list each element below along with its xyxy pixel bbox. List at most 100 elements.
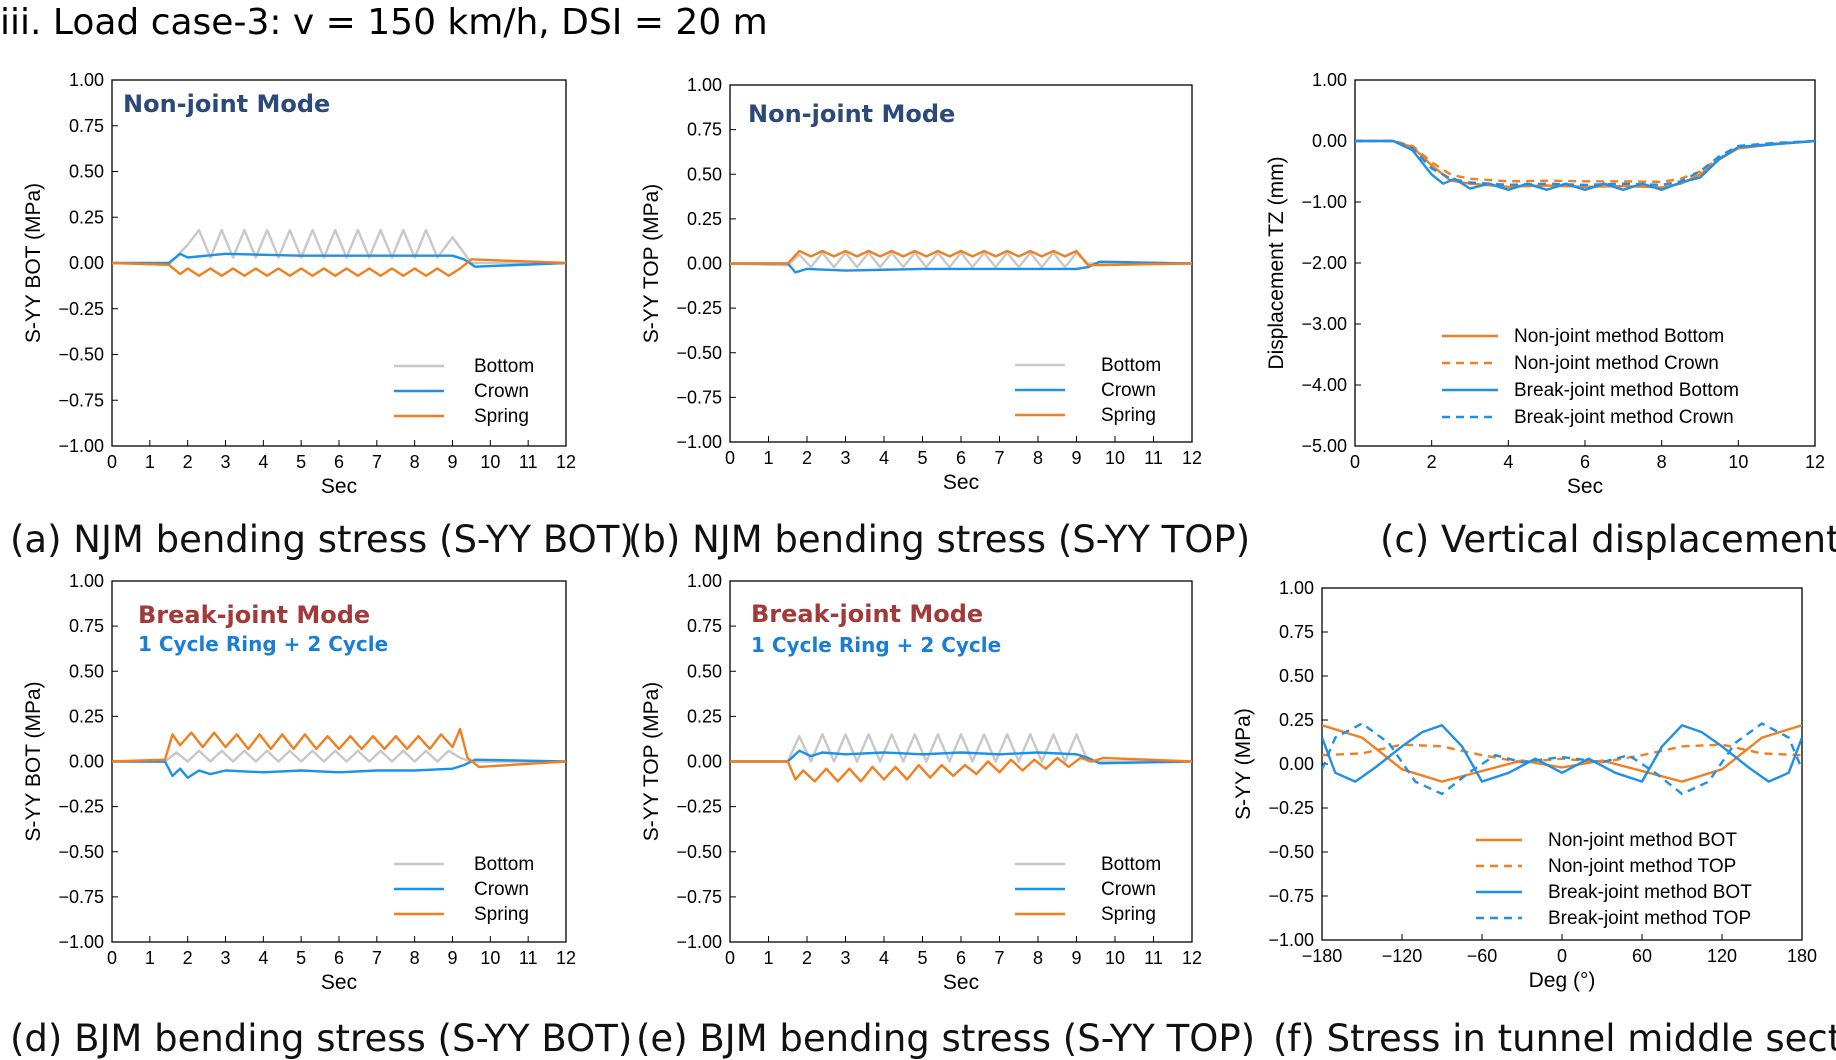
y-tick-label: −0.75 [676,387,722,407]
y-tick-label: −0.75 [58,887,104,907]
x-tick-label: 120 [1707,946,1737,966]
series-line-bottom [730,251,1192,269]
y-tick-label: −0.25 [676,298,722,318]
y-tick-label: −0.50 [58,842,104,862]
y-tick-label: 0.00 [69,752,104,772]
series-line-non-joint-method-bot [1322,724,1802,783]
x-tick-label: 12 [1182,948,1202,968]
y-tick-label: −0.75 [58,390,104,410]
x-tick-label: 2 [183,452,193,472]
y-tick-label: −0.25 [58,299,104,319]
x-tick-label: 12 [556,452,576,472]
x-tick-label: 5 [296,948,306,968]
y-tick-label: 1.00 [687,571,722,591]
y-tick-label: −5.00 [1301,436,1347,456]
x-tick-label: 0 [725,448,735,468]
chart-f: 1.00 0.75 0.50 0.25 0.00 −0.25 −0.50 −0.75 −1.00… [1232,578,1817,992]
legend-label: Bottom [474,356,534,377]
x-tick-label: 3 [220,452,230,472]
chart-e: 1.00 0.75 0.50 0.25 0.00 −0.25 −0.50 −0.75 −1.00… [640,571,1202,994]
legend-label: Crown [1101,380,1156,401]
legend-label: Spring [474,904,529,925]
y-tick-label: −1.00 [1268,930,1314,950]
x-axis-label: Sec [321,475,357,498]
y-tick-label: 0.75 [69,116,104,136]
caption-f: (f) Stress in tunnel middle section [1273,1017,1836,1060]
y-tick-label: 0.25 [687,209,722,229]
y-tick-label: 0.25 [69,706,104,726]
series-line-break-joint-method-bottom [1355,139,1815,192]
chart-d: 1.00 0.75 0.50 0.25 0.00 −0.25 −0.50 −0.75 −1.00… [22,571,576,994]
x-tick-label: 0 [107,452,117,472]
legend-label: Break-joint method Crown [1514,407,1734,428]
legend-label: Spring [1101,405,1156,426]
y-tick-label: −0.75 [676,887,722,907]
legend-label: Non-joint method TOP [1548,856,1736,877]
y-tick-label: 0.25 [1279,710,1314,730]
caption-c: (c) Vertical displacement [1380,518,1836,561]
x-tick-label: 8 [1657,452,1667,472]
y-tick-label: 1.00 [1279,578,1314,598]
y-tick-label: 0.50 [687,661,722,681]
series-line-break-joint-method-top [1322,722,1802,796]
x-axis-label: Deg (°) [1529,969,1596,992]
series-group [730,733,1192,783]
legend-label: Non-joint method Bottom [1514,326,1724,347]
x-tick-label: 5 [917,448,927,468]
caption-b: (b) NJM bending stress (S-YY TOP) [628,518,1251,561]
legend-label: Spring [1101,904,1156,925]
y-tick-label: 0.50 [69,661,104,681]
series-line-bottom [112,749,566,763]
x-tick-label: 12 [556,948,576,968]
y-tick-label: 0.00 [1312,131,1347,151]
y-axis-label: S-YY (MPa) [1232,708,1255,820]
x-axis-label: Sec [943,471,979,494]
x-tick-label: 9 [447,948,457,968]
y-tick-label: 0.00 [687,254,722,274]
x-tick-label: −60 [1467,946,1498,966]
y-tick-label: 0.25 [687,706,722,726]
y-tick-label: −0.25 [1268,798,1314,818]
series-group [112,727,566,779]
series-line-bottom [112,228,566,266]
x-tick-label: 4 [879,448,889,468]
x-tick-label: 5 [296,452,306,472]
y-tick-label: 0.75 [687,120,722,140]
x-tick-label: 11 [519,452,538,472]
y-tick-label: −1.00 [1301,192,1347,212]
x-tick-label: 60 [1632,946,1652,966]
x-tick-label: 2 [183,948,193,968]
x-tick-label: 1 [145,452,155,472]
series-group [730,249,1192,274]
x-tick-label: 4 [879,948,889,968]
series-line-non-joint-method-crown [1355,139,1815,184]
y-tick-label: 0.50 [1279,666,1314,686]
series-line-break-joint-method-crown [1355,139,1815,187]
chart-b: 1.00 0.75 0.50 0.25 0.00 −0.25 −0.50 −0.75 −1.00… [640,75,1202,494]
x-tick-label: 11 [1144,948,1163,968]
figure-title: iii. Load case-3: v = 150 km/h, DSI = 20… [0,2,768,43]
y-tick-label: 1.00 [69,571,104,591]
annotation-text: Break-joint Mode [138,601,370,629]
x-tick-label: 3 [840,948,850,968]
y-axis-label: S-YY TOP (MPa) [640,682,663,842]
series-line-spring [112,727,566,769]
x-tick-label: 6 [334,452,344,472]
y-tick-label: −1.00 [58,436,104,456]
x-tick-label: −120 [1382,946,1423,966]
annotation-text: Break-joint Mode [751,600,983,628]
x-axis-label: Sec [321,971,357,994]
legend-label: Crown [474,381,529,402]
legend-label: Spring [474,406,529,427]
y-axis-label: S-YY BOT (MPa) [22,183,45,343]
x-tick-label: 1 [763,448,773,468]
series-group [1322,722,1802,796]
x-tick-label: 9 [1071,948,1081,968]
x-tick-label: 0 [1350,452,1360,472]
y-tick-label: −3.00 [1301,314,1347,334]
y-tick-label: 1.00 [1312,70,1347,90]
x-tick-label: 12 [1805,452,1825,472]
y-tick-label: −1.00 [676,932,722,952]
x-tick-label: 10 [1728,452,1748,472]
